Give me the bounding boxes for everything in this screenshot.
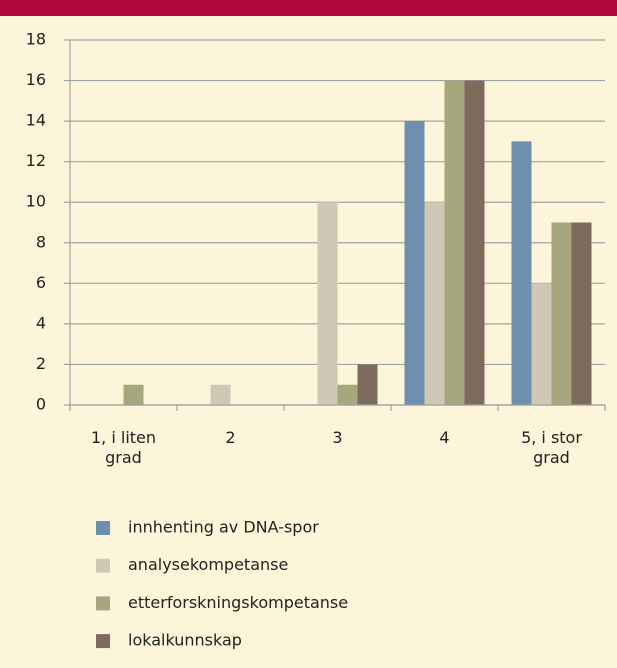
bar (571, 222, 592, 405)
bar (424, 202, 445, 405)
bar (357, 364, 378, 405)
x-tick-label: 4 (439, 428, 450, 447)
legend-swatch (96, 558, 110, 573)
bar (337, 384, 358, 405)
y-tick-label: 14 (26, 111, 46, 130)
bar (511, 141, 532, 405)
y-tick-label: 16 (26, 70, 46, 89)
legend-label: lokalkunnskap (128, 631, 242, 650)
y-tick-label: 12 (26, 151, 46, 170)
bar (317, 202, 338, 405)
bar (404, 121, 425, 405)
x-tick-label: 3 (332, 428, 343, 447)
y-tick-label: 8 (36, 232, 46, 251)
x-tick-label: 2 (225, 428, 236, 447)
legend-label: etterforskningskompetanse (128, 593, 348, 612)
y-tick-label: 18 (26, 30, 46, 49)
header-band (0, 0, 617, 16)
legend-swatch (96, 596, 110, 611)
x-tick-label: 1, i liten grad (90, 428, 157, 467)
bar (531, 283, 552, 405)
legend-swatch (96, 521, 110, 535)
y-tick-label: 0 (36, 395, 46, 414)
legend-label: innhenting av DNA-spor (128, 518, 319, 537)
y-tick-label: 2 (36, 354, 46, 373)
x-tick-label: 5, i stor grad (521, 428, 582, 467)
bar (551, 222, 572, 405)
legend-swatch (96, 634, 110, 649)
y-tick-label: 10 (26, 192, 46, 211)
bar (444, 80, 465, 406)
legend-label: analysekompetanse (128, 555, 288, 574)
bar (123, 384, 144, 405)
y-tick-label: 4 (36, 313, 46, 332)
bar (210, 384, 231, 405)
y-tick-label: 6 (36, 273, 46, 292)
bar (464, 80, 485, 406)
